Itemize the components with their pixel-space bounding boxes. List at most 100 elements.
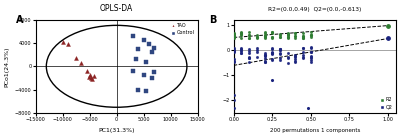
Point (230, 49, 237, 51)
Point (277, 52, 283, 54)
Point (261, 33, 268, 36)
Point (261, 53, 268, 56)
Point (59, 41, 66, 43)
Point (132, 58, 139, 60)
Point (292, 35, 299, 37)
Point (277, 36, 283, 38)
Point (292, 35, 299, 37)
Text: A: A (16, 15, 24, 25)
Point (292, 61, 299, 64)
Point (135, 48, 142, 50)
Point (292, 32, 299, 34)
Point (308, 51, 314, 53)
Point (261, 36, 268, 38)
Point (300, 35, 306, 37)
Point (238, 32, 244, 34)
Point (269, 51, 276, 53)
Point (230, 99, 237, 102)
Y-axis label: PCo1(24.3%): PCo1(24.3%) (4, 46, 9, 87)
Point (148, 77, 155, 79)
Point (308, 34, 314, 36)
Point (130, 70, 136, 72)
Point (78, 62, 85, 65)
Point (304, 107, 311, 109)
Point (238, 37, 244, 39)
Point (135, 89, 142, 91)
Point (238, 34, 244, 36)
Point (300, 56, 306, 58)
Point (292, 60, 299, 62)
Point (230, 37, 237, 39)
Point (292, 54, 299, 56)
Point (146, 43, 152, 45)
Point (246, 48, 252, 50)
Point (230, 58, 237, 61)
Title: OPLS-DA: OPLS-DA (100, 4, 133, 13)
Point (269, 35, 276, 38)
Point (284, 36, 291, 38)
Point (254, 35, 260, 38)
Point (246, 56, 252, 59)
Point (254, 47, 260, 49)
Point (89, 78, 96, 80)
Point (230, 94, 237, 96)
Point (308, 36, 314, 38)
Point (284, 57, 291, 59)
Point (246, 50, 252, 52)
Point (91, 75, 97, 77)
Point (269, 36, 276, 38)
Point (246, 33, 252, 36)
Point (261, 54, 268, 56)
Point (261, 55, 268, 57)
Point (300, 54, 306, 56)
Point (238, 48, 244, 50)
Point (308, 34, 314, 36)
Point (284, 34, 291, 36)
Point (308, 46, 314, 48)
Point (308, 59, 314, 61)
Point (300, 51, 306, 53)
Point (230, 34, 237, 36)
Point (261, 35, 268, 37)
Point (277, 48, 283, 50)
Point (261, 60, 268, 62)
Point (246, 60, 252, 63)
Point (230, 51, 237, 53)
Point (230, 49, 237, 51)
Point (254, 56, 260, 58)
Point (269, 48, 276, 50)
Point (140, 74, 147, 76)
Point (238, 52, 244, 54)
Point (254, 36, 260, 39)
Point (230, 32, 237, 35)
Point (277, 34, 283, 36)
Point (254, 50, 260, 53)
Point (292, 58, 299, 60)
Point (300, 37, 306, 39)
Point (238, 47, 244, 50)
Point (300, 35, 306, 38)
Title: R2=(0.0,0.49)  Q2=(0.0,-0.613): R2=(0.0,0.49) Q2=(0.0,-0.613) (268, 7, 362, 12)
Point (238, 31, 244, 33)
Point (308, 47, 314, 49)
Point (300, 47, 306, 49)
X-axis label: PC1(31.3%): PC1(31.3%) (98, 128, 135, 133)
Point (269, 31, 276, 33)
Point (230, 32, 237, 35)
Point (246, 37, 252, 40)
Point (238, 32, 244, 34)
Point (246, 57, 252, 59)
Point (230, 107, 237, 109)
Point (269, 79, 276, 81)
Point (277, 53, 283, 55)
Point (254, 48, 260, 51)
Point (284, 35, 291, 38)
Point (269, 47, 276, 49)
Point (84, 70, 90, 72)
Point (284, 34, 291, 36)
Point (277, 49, 283, 51)
Point (238, 48, 244, 51)
Legend: TAO, Control: TAO, Control (170, 22, 195, 36)
Point (246, 56, 252, 59)
Point (308, 57, 314, 60)
